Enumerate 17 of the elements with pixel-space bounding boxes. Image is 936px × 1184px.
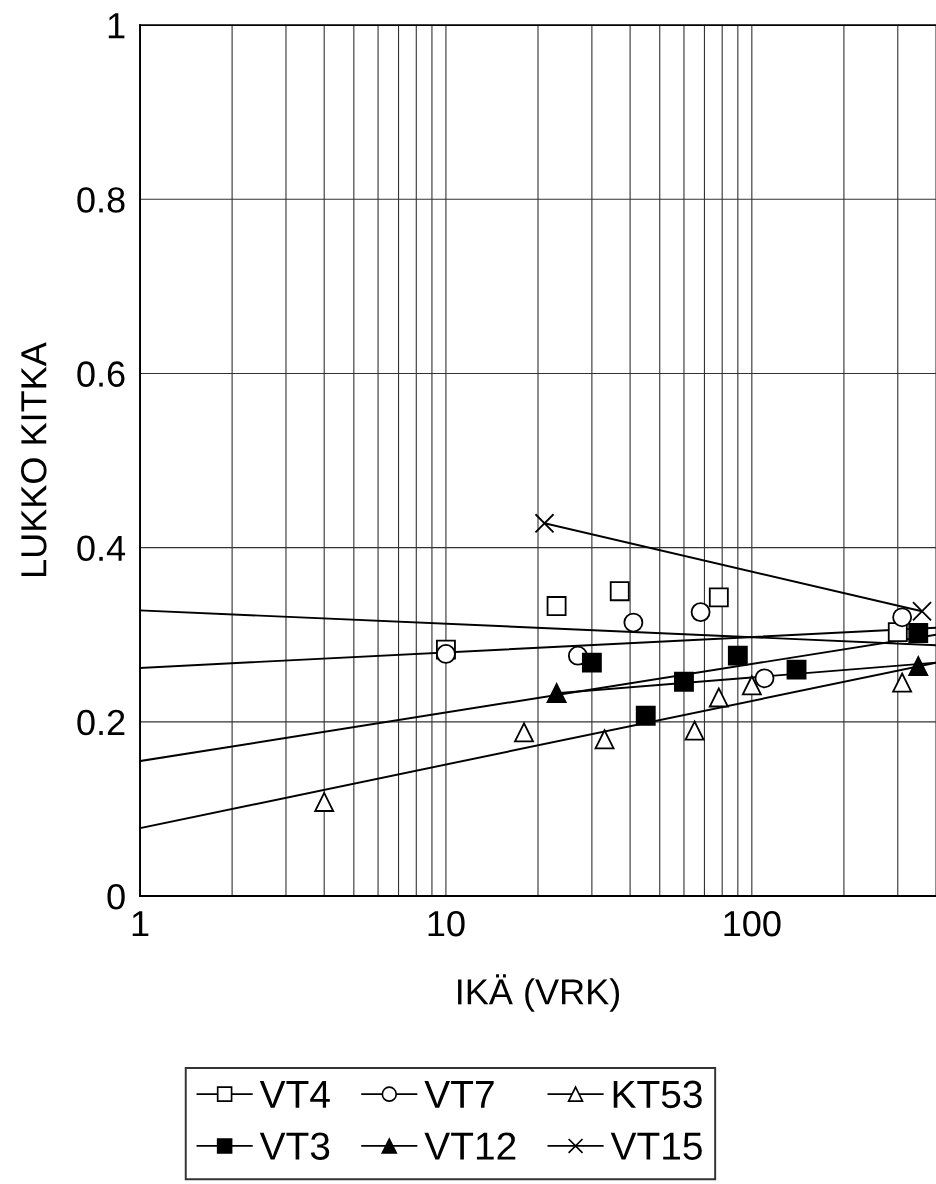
legend-label: VT4	[259, 1081, 330, 1108]
x-tick-label: 100	[724, 910, 781, 937]
x-tick-label: 1	[132, 911, 149, 937]
y-tick-label: 0.6	[77, 361, 125, 387]
y-tick-label: 1	[108, 13, 125, 39]
legend-label: VT7	[424, 1081, 494, 1108]
y-tick-label: 0	[107, 883, 125, 910]
x-tick-label: 10	[428, 910, 465, 937]
y-tick-label: 0.2	[77, 709, 125, 736]
x-axis-title: IKÄ (VRK)	[458, 974, 620, 1012]
legend-label: VT12	[424, 1132, 516, 1160]
legend-label: VT15	[610, 1132, 702, 1160]
y-tick-label: 0.4	[77, 535, 126, 562]
y-tick-label: 0.8	[77, 187, 125, 213]
y-axis-title: LUKKO KITKA	[21, 342, 47, 577]
legend-label: VT3	[259, 1132, 330, 1160]
legend-label: KT53	[613, 1080, 702, 1109]
